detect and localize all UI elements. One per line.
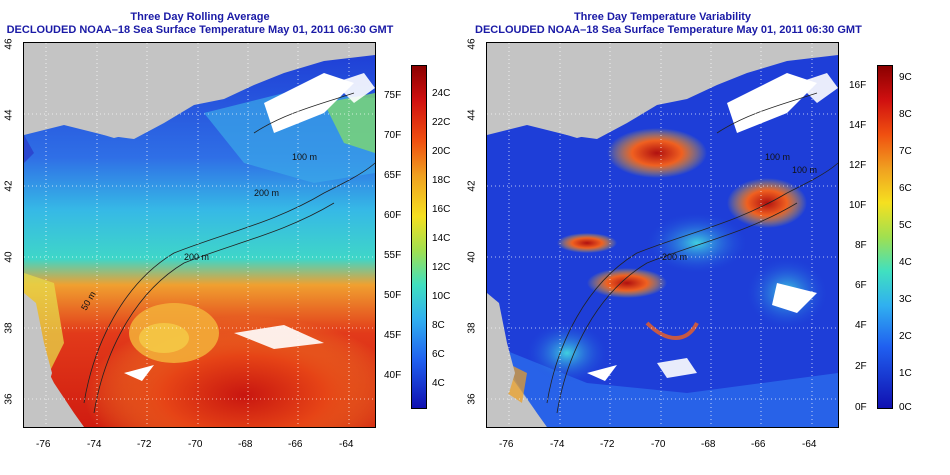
celsius-label: 22C (432, 117, 451, 128)
contour-label: 200 m (184, 252, 209, 262)
fahrenheit-label: 45F (384, 330, 402, 341)
lon-tick-label: -66 (751, 439, 766, 450)
celsius-label: 4C (899, 257, 912, 268)
graticule (487, 43, 838, 427)
panel-subtitle: DECLOUDED NOAA–18 Sea Surface Temperatur… (6, 24, 394, 36)
lat-tick-label: 40 (3, 251, 15, 263)
lat-tick-label: 38 (3, 322, 15, 334)
lat-tick-label: 46 (3, 38, 15, 50)
celsius-label: 8C (899, 109, 912, 120)
sst-variability-map: 100 m 100 m 200 m (486, 42, 839, 428)
panel-title: Three Day Temperature Variability (573, 11, 752, 23)
celsius-label: 18C (432, 175, 451, 186)
lon-tick-label: -76 (36, 439, 51, 450)
lon-tick-label: -64 (802, 439, 817, 450)
celsius-label: 6C (432, 349, 445, 360)
lon-tick-label: -74 (87, 439, 102, 450)
fahrenheit-label: 16F (849, 80, 867, 91)
celsius-label: 5C (899, 220, 912, 231)
celsius-label: 8C (432, 320, 445, 331)
panel-title: Three Day Rolling Average (130, 11, 270, 23)
lon-tick-label: -72 (137, 439, 152, 450)
panel-subtitle: DECLOUDED NOAA–18 Sea Surface Temperatur… (475, 24, 862, 36)
fahrenheit-label: 12F (849, 160, 867, 171)
fahrenheit-label: 10F (849, 200, 867, 211)
lat-tick-label: 44 (466, 109, 478, 121)
contour-label: 100 m (292, 152, 317, 162)
fahrenheit-label: 60F (384, 210, 402, 221)
fahrenheit-label: 6F (855, 280, 867, 291)
fahrenheit-label: 65F (384, 170, 402, 181)
lat-tick-label: 42 (3, 180, 15, 192)
panel-rolling-average: Three Day Rolling Average DECLOUDED NOAA… (3, 11, 451, 450)
contour-label: 100 m (792, 165, 817, 175)
celsius-label: 9C (899, 72, 912, 83)
graticule (24, 43, 375, 427)
celsius-label: 7C (899, 146, 912, 157)
lon-tick-label: -70 (188, 439, 203, 450)
lat-tick-label: 42 (466, 180, 478, 192)
fahrenheit-label: 2F (855, 361, 867, 372)
celsius-label: 20C (432, 146, 451, 157)
celsius-label: 10C (432, 291, 451, 302)
lon-tick-label: -76 (499, 439, 514, 450)
celsius-label: 0C (899, 402, 912, 413)
lon-tick-label: -64 (339, 439, 354, 450)
lat-tick-label: 46 (466, 38, 478, 50)
lon-tick-label: -70 (651, 439, 666, 450)
lat-tick-label: 36 (3, 393, 15, 405)
lat-tick-label: 44 (3, 109, 15, 121)
celsius-label: 16C (432, 204, 451, 215)
panel-temperature-variability: Three Day Temperature Variability DECLOU… (467, 0, 950, 475)
sst-average-map-graphic: 100 m 200 m 200 m 50 m (24, 43, 375, 427)
celsius-label: 1C (899, 368, 912, 379)
celsius-label: 24C (432, 88, 451, 99)
contour-labels: 100 m 100 m 200 m (662, 152, 817, 262)
celsius-label: 2C (899, 331, 912, 342)
lat-tick-label: 36 (466, 393, 478, 405)
lon-tick-label: -72 (600, 439, 615, 450)
lon-tick-label: -68 (238, 439, 253, 450)
fahrenheit-label: 0F (855, 402, 867, 413)
celsius-label: 4C (432, 378, 445, 389)
lat-tick-label: 40 (466, 251, 478, 263)
celsius-label: 6C (899, 183, 912, 194)
lat-tick-label: 38 (466, 322, 478, 334)
fahrenheit-label: 40F (384, 370, 402, 381)
fahrenheit-label: 8F (855, 240, 867, 251)
contour-label: 200 m (662, 252, 687, 262)
variability-colorbar (877, 65, 893, 409)
fahrenheit-label: 4F (855, 320, 867, 331)
celsius-label: 12C (432, 262, 451, 273)
lon-tick-label: -68 (701, 439, 716, 450)
contour-label: 100 m (765, 152, 790, 162)
lon-tick-label: -74 (550, 439, 565, 450)
sst-colorbar (411, 65, 427, 409)
celsius-label: 3C (899, 294, 912, 305)
fahrenheit-label: 50F (384, 290, 402, 301)
fahrenheit-label: 70F (384, 130, 402, 141)
fahrenheit-label: 55F (384, 250, 402, 261)
fahrenheit-label: 14F (849, 120, 867, 131)
fahrenheit-label: 75F (384, 90, 402, 101)
sst-variability-map-graphic: 100 m 100 m 200 m (487, 43, 838, 427)
sst-average-map: 100 m 200 m 200 m 50 m (23, 42, 376, 428)
contour-label: 200 m (254, 188, 279, 198)
lon-tick-label: -66 (288, 439, 303, 450)
celsius-label: 14C (432, 233, 451, 244)
